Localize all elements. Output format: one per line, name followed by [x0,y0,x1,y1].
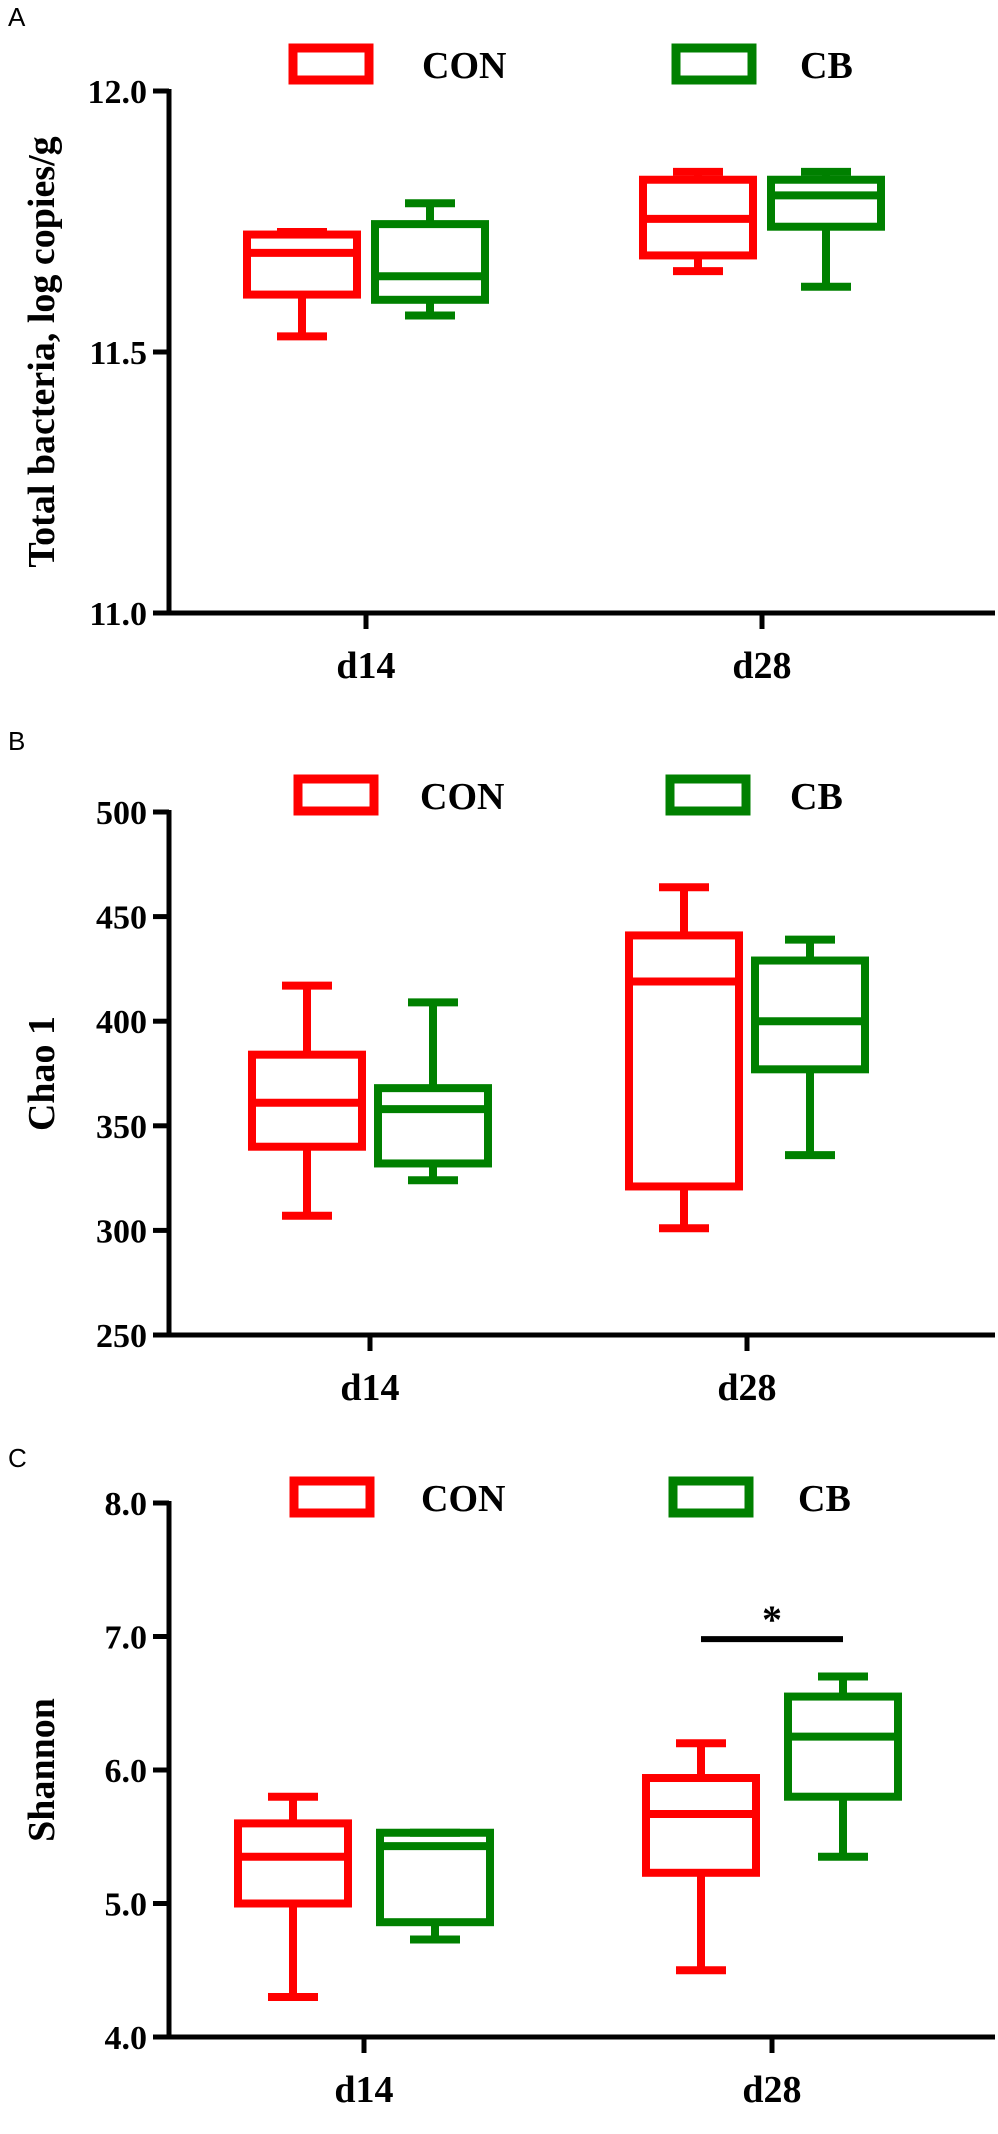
y-tick-label: 300 [96,1213,147,1250]
y-tick-label: 12.0 [88,74,148,111]
y-tick-label: 400 [96,1004,147,1041]
box-cb-d28 [767,167,885,291]
panel-letter: B [8,726,25,756]
box-cb-d14 [376,1828,494,1944]
box-con-d28 [642,1739,760,1975]
y-axis-title: Chao 1 [21,1016,63,1131]
box-con-d28 [625,883,743,1233]
chart-panel-c: C 4.0 5.0 6.0 7.0 8.0 d14 d28 Shannon CON CB * [8,1443,995,2111]
box-con-d14 [234,1792,352,2001]
y-tick-label: 250 [96,1318,147,1355]
legend-label-con: CON [422,45,506,87]
y-tick-label: 350 [96,1109,147,1146]
y-tick-label: 11.0 [89,596,147,633]
box-iqr [243,230,361,299]
box-con-d28 [639,167,757,276]
legend-swatch-cb [665,774,751,816]
y-tick-label: 500 [96,795,147,832]
x-tick-label: d28 [742,2069,801,2111]
y-tick-label: 6.0 [105,1753,148,1790]
legend-swatch-con [289,1476,375,1518]
y-tick-label: 11.5 [89,335,147,372]
box-cb-d28 [751,935,869,1160]
box-con-d14 [248,981,366,1220]
box-iqr [784,1692,902,1801]
legend-swatch-con [288,43,374,85]
x-tick-label: d28 [717,1367,776,1409]
box-iqr [234,1819,352,1908]
legend-label-cb: CB [798,1478,851,1520]
legend-label-cb: CB [790,776,843,818]
chart-panel-b: B 250 300 350 400 450 500 d14 d28 Chao 1 CON CB [8,726,995,1409]
box-iqr [625,931,743,1191]
y-tick-label: 8.0 [105,1486,148,1523]
panel-letter: A [8,2,26,32]
legend-swatch-cb [671,43,757,85]
y-tick-label: 450 [96,900,147,937]
box-iqr [374,1084,492,1168]
y-axis-title: Shannon [21,1698,63,1842]
y-axis-title: Total bacteria, log copies/g [21,136,63,567]
box-iqr [371,220,489,304]
y-tick-label: 5.0 [105,1887,148,1924]
legend-swatch-con [293,774,379,816]
significance-star: * [762,1597,782,1642]
box-cb-d14 [371,199,489,320]
box-iqr [642,1774,760,1877]
box-cb-d14 [374,998,492,1185]
box-iqr [751,956,869,1074]
box-cb-d28 [784,1672,902,1861]
legend-label-cb: CB [800,45,853,87]
x-tick-label: d14 [336,645,395,687]
legend-swatch-cb [668,1476,754,1518]
legend-label-con: CON [420,776,504,818]
legend-label-con: CON [421,1478,505,1520]
x-tick-label: d14 [334,2069,393,2111]
y-tick-label: 4.0 [105,2020,148,2057]
box-con-d14 [243,227,361,341]
x-tick-label: d14 [340,1367,399,1409]
box-iqr [767,175,885,231]
panel-letter: C [8,1443,27,1473]
x-tick-label: d28 [732,645,791,687]
box-iqr [376,1828,494,1927]
chart-panel-a: A 11.0 11.5 12.0 d14 d28 Total bacteria, log c… [8,2,995,687]
y-tick-label: 7.0 [105,1620,148,1657]
